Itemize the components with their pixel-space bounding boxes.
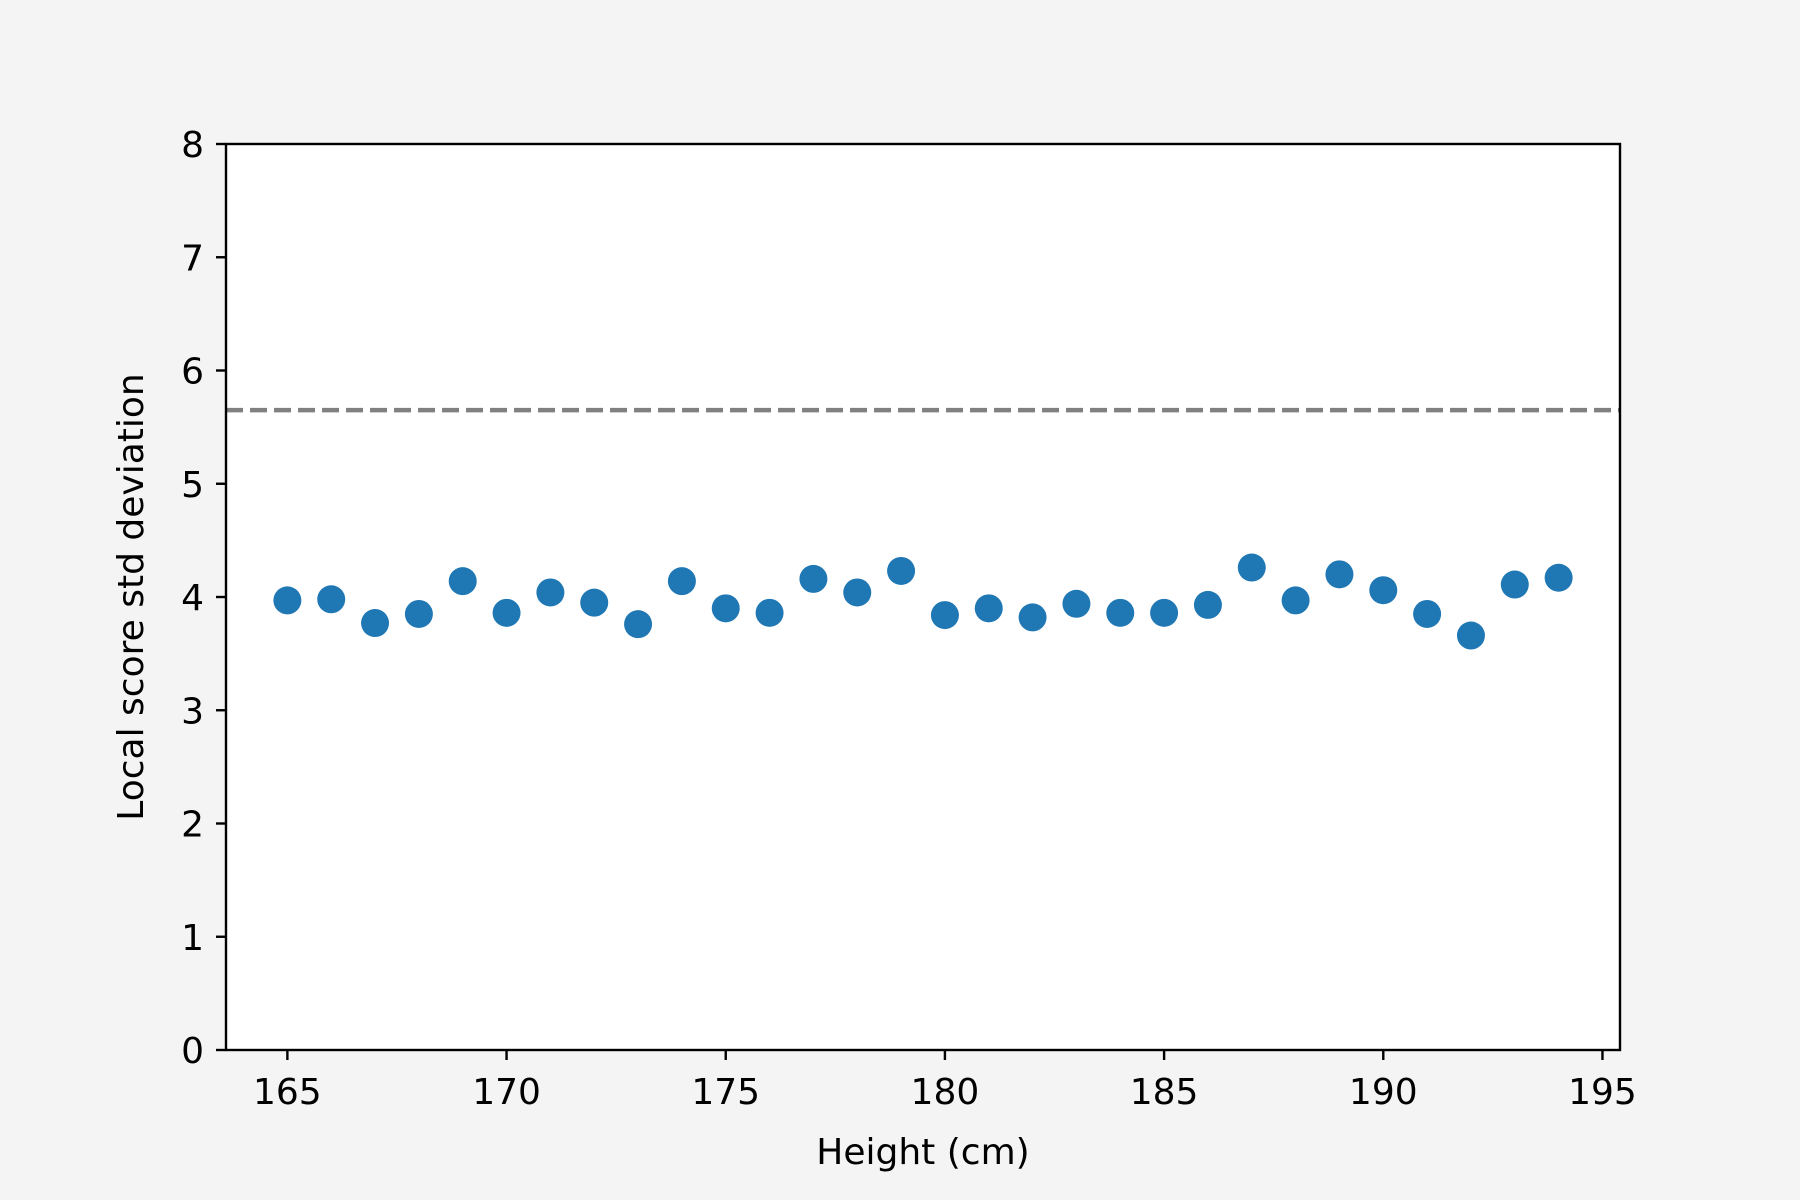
data-point [448, 567, 477, 596]
y-axis: 0 1 2 3 4 5 6 7 8 [181, 125, 226, 1072]
data-point [667, 567, 696, 596]
data-point [1413, 599, 1442, 628]
y-tick-label: 1 [181, 918, 204, 959]
x-tick-label: 175 [691, 1072, 760, 1113]
x-tick-label: 185 [1130, 1072, 1199, 1113]
data-point [536, 578, 565, 607]
data-point [1018, 603, 1047, 632]
data-point [1193, 590, 1222, 619]
data-point [580, 588, 609, 617]
data-point [1369, 576, 1398, 605]
x-tick-label: 180 [911, 1072, 980, 1113]
data-point [887, 556, 916, 585]
data-point [273, 586, 302, 615]
data-point [624, 610, 653, 639]
y-tick-label: 4 [181, 578, 204, 619]
data-point [711, 594, 740, 623]
y-tick-label: 7 [181, 238, 204, 279]
data-point [974, 594, 1003, 623]
data-point [755, 598, 784, 627]
x-tick-label: 165 [253, 1072, 322, 1113]
data-point [317, 585, 346, 614]
y-tick-label: 5 [181, 465, 204, 506]
x-tick-label: 170 [472, 1072, 541, 1113]
y-tick-label: 8 [181, 125, 204, 166]
plot-area [226, 144, 1620, 1050]
data-point [1456, 621, 1485, 650]
data-point [930, 601, 959, 630]
data-point [843, 578, 872, 607]
data-point [361, 609, 390, 638]
x-axis-label: Height (cm) [816, 1132, 1029, 1173]
x-tick-label: 195 [1568, 1072, 1637, 1113]
data-point [1544, 563, 1573, 592]
points-layer [273, 553, 1573, 650]
x-axis: 165 170 175 180 185 190 195 [253, 1050, 1637, 1113]
x-tick-label: 190 [1349, 1072, 1418, 1113]
y-tick-label: 2 [181, 805, 204, 846]
data-point [1150, 598, 1179, 627]
data-point [404, 599, 433, 628]
y-tick-label: 0 [181, 1031, 204, 1072]
data-point [1325, 560, 1354, 589]
data-point [799, 564, 828, 593]
y-tick-label: 3 [181, 691, 204, 732]
data-point [1281, 586, 1310, 615]
data-point [1106, 598, 1135, 627]
y-axis-label: Local score std deviation [111, 373, 152, 820]
data-point [1500, 570, 1529, 599]
y-tick-label: 6 [181, 352, 204, 393]
data-point [1237, 553, 1266, 582]
data-point [1062, 589, 1091, 618]
data-point [492, 598, 521, 627]
